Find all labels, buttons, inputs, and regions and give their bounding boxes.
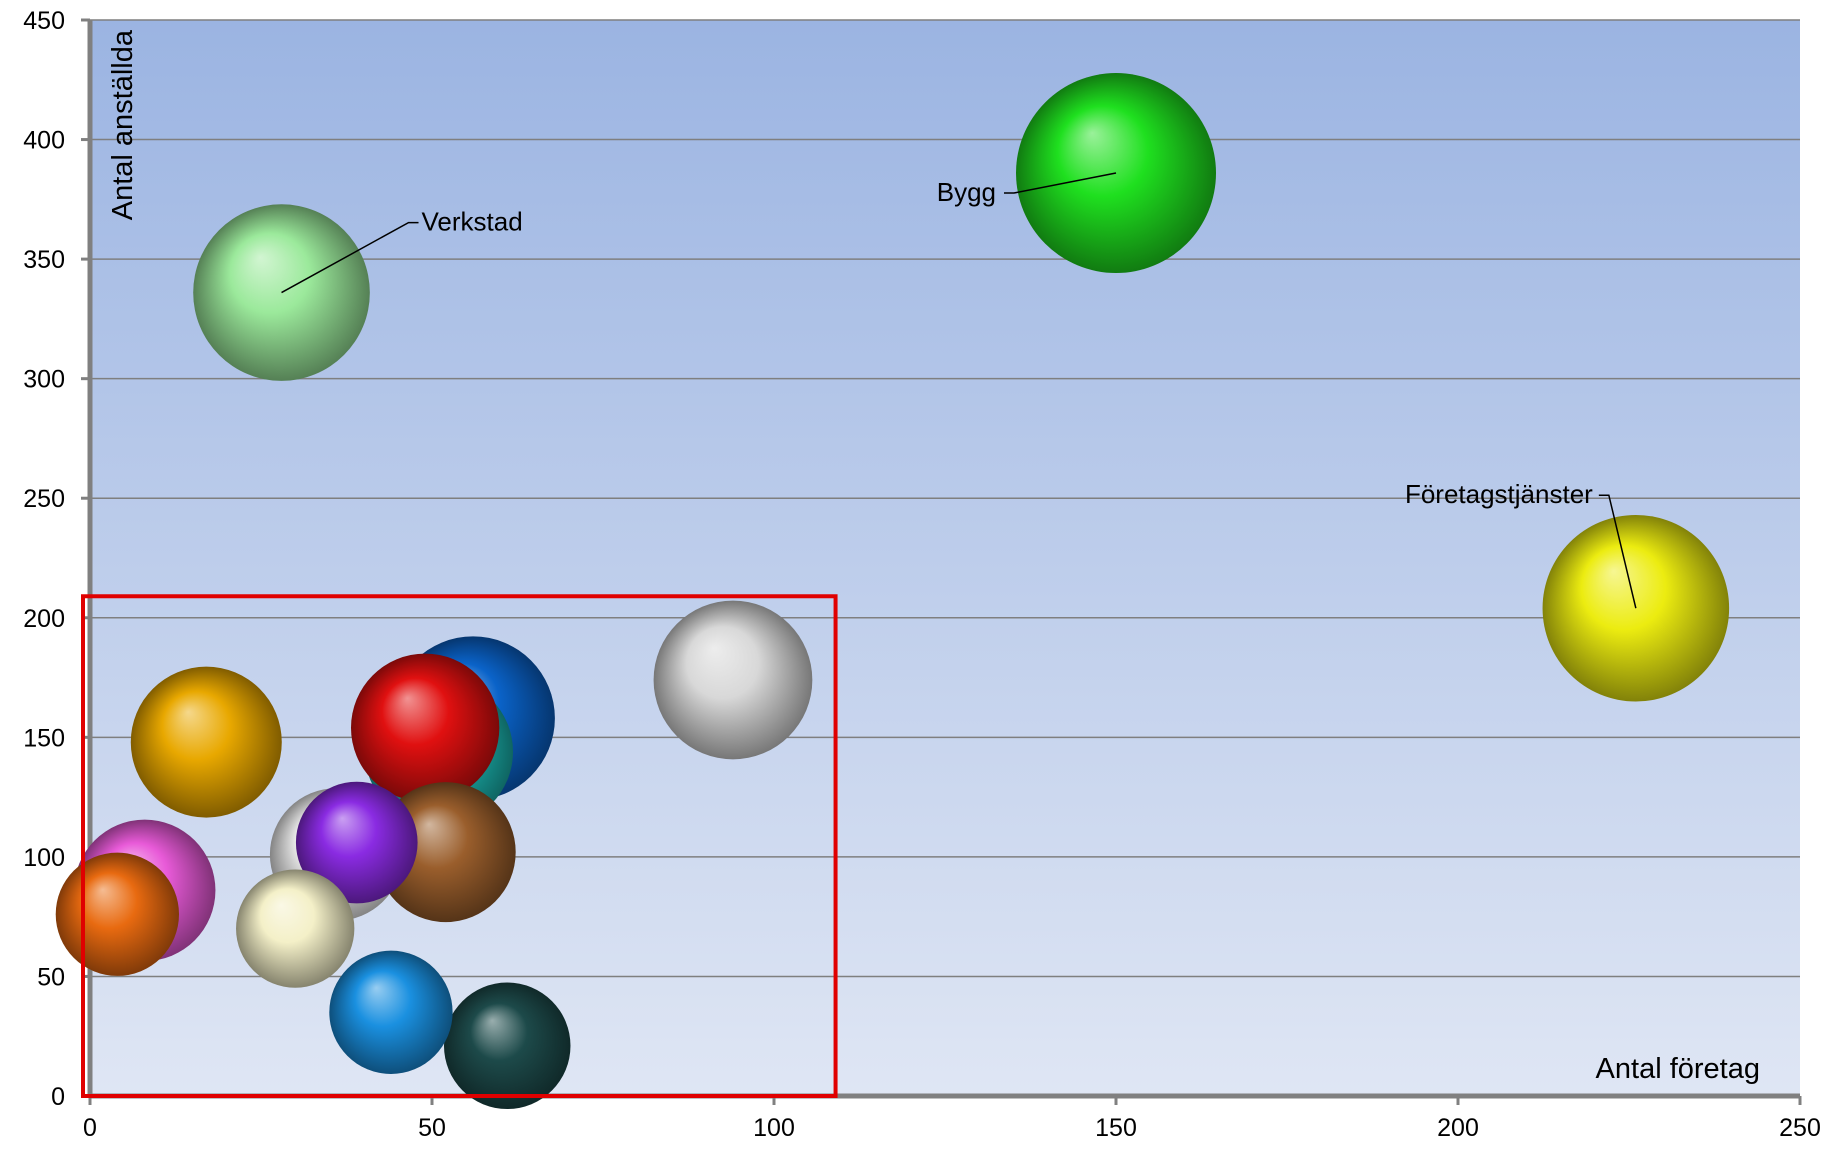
y-tick-label: 350 xyxy=(23,246,65,274)
y-tick-labels: 0 50 100 150 200 250 300 350 400 450 xyxy=(23,7,65,1111)
bubble xyxy=(236,869,355,988)
x-tick-label: 0 xyxy=(83,1114,97,1142)
bubble xyxy=(329,950,453,1074)
y-tick-label: 400 xyxy=(23,127,65,155)
leader-line xyxy=(1598,494,1637,609)
y-tick-label: 50 xyxy=(37,963,65,991)
x-tick-label: 200 xyxy=(1437,1114,1479,1142)
highlight-region xyxy=(81,594,838,1098)
bubble-label: Bygg xyxy=(937,177,996,207)
leader-line xyxy=(281,221,419,294)
bubble xyxy=(653,600,813,760)
bubble xyxy=(55,852,180,976)
y-tick-label: 200 xyxy=(23,605,65,633)
bubble-labels: Bygg Verkstad Företagstjänster xyxy=(422,177,1594,509)
y-tick-label: 100 xyxy=(23,844,65,872)
x-axis-title: Antal företag xyxy=(1596,1053,1760,1085)
bubble xyxy=(443,982,571,1110)
x-tick-label: 100 xyxy=(753,1114,795,1142)
y-tick-label: 450 xyxy=(23,7,65,35)
y-tick-label: 300 xyxy=(23,366,65,394)
leader-line xyxy=(1004,172,1117,194)
x-tick-labels: 0 50 100 150 200 250 xyxy=(83,1114,1821,1142)
bubble xyxy=(295,781,418,904)
legend-box-edge xyxy=(1808,20,1828,665)
bubble-label: Verkstad xyxy=(422,207,523,237)
y-axis-title: Antal anställda xyxy=(107,29,139,220)
x-tick-label: 150 xyxy=(1095,1114,1137,1142)
bubble xyxy=(350,653,500,802)
y-tick-label: 150 xyxy=(23,724,65,752)
bubble-label: Företagstjänster xyxy=(1405,479,1593,509)
bubble xyxy=(130,666,282,818)
y-tick-label: 0 xyxy=(51,1083,65,1111)
y-tick-label: 250 xyxy=(23,485,65,513)
x-tick-label: 250 xyxy=(1779,1114,1821,1142)
plot-area xyxy=(90,20,1800,1096)
x-tick-label: 50 xyxy=(418,1114,446,1142)
label-leader-lines xyxy=(281,172,1637,609)
